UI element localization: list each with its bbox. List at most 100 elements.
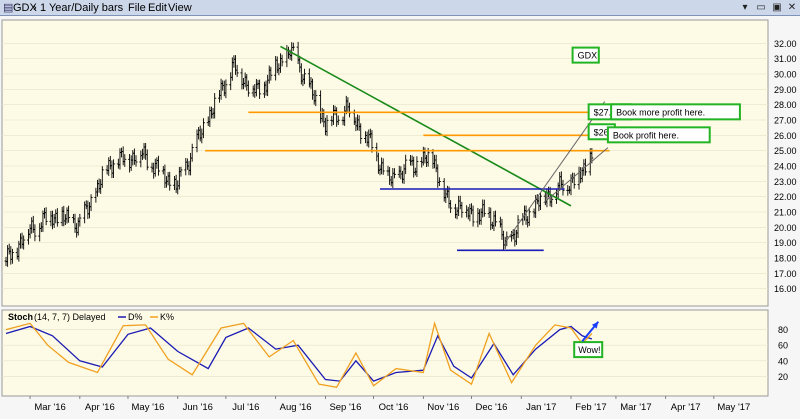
price-tick-label: 28.00 (774, 100, 797, 110)
annotation-0: GDX (571, 46, 600, 64)
price-bar (224, 79, 228, 99)
price-bar (550, 195, 554, 208)
menu-file[interactable]: File (128, 2, 146, 14)
annotation-box (610, 103, 741, 121)
price-panel (1, 19, 769, 307)
x-tick-label: May '16 (132, 402, 165, 413)
price-bar (168, 171, 172, 191)
price-bar (145, 149, 149, 171)
price-bar (100, 166, 104, 188)
annotation-text: Book more profit here. (616, 107, 705, 117)
price-bar (471, 205, 475, 227)
annotation-text: $27.50 (594, 107, 622, 117)
price-bars (4, 41, 594, 267)
x-tick-label: Aug '16 (280, 402, 312, 413)
x-tick-label: Dec '16 (476, 402, 508, 413)
price-bar (258, 79, 262, 99)
price-tick-label: 24.00 (774, 162, 797, 172)
stoch-legend-bg (3, 311, 175, 322)
price-bar (213, 93, 217, 119)
close-icon[interactable]: ✕ (787, 2, 797, 13)
price-bar (22, 235, 26, 250)
price-bar (527, 207, 531, 226)
trendline-downtrend (280, 45, 572, 207)
annotation-4: Book profit here. (606, 126, 711, 144)
x-tick-label: Apr '16 (85, 402, 115, 413)
price-bar (78, 213, 82, 227)
minimize-icon[interactable]: ▾ (742, 2, 748, 13)
stoch-annotation: Wow! (573, 341, 604, 359)
price-bar (437, 177, 441, 187)
x-tick-label: Feb '17 (575, 402, 606, 413)
price-y-axis: 16.00 17.00 18.00 19.00 20.00 21.00 22.00 23.00… (774, 39, 797, 294)
price-bar (10, 248, 14, 264)
price-bar (359, 123, 363, 144)
annotation-box (573, 341, 604, 359)
stoch-tick-label: 60 (778, 341, 788, 351)
x-tick-label: Oct '16 (379, 402, 409, 413)
price-tick-label: 26.00 (774, 131, 797, 141)
window-ticker[interactable]: GDX (13, 2, 37, 14)
x-tick-label: Nov '16 (427, 402, 459, 413)
stoch-legend: Stoch (14, 7, 7) Delayed D% K% (3, 311, 175, 322)
price-tick-label: 16.00 (774, 284, 797, 294)
price-tick-label: 17.00 (774, 269, 797, 279)
x-tick-label: Mar '16 (34, 402, 65, 413)
price-bar (55, 208, 59, 227)
price-tick-label: 22.00 (774, 192, 797, 202)
window-period[interactable]: 1 Year/Daily bars (40, 2, 124, 14)
price-tick-label: 31.00 (774, 54, 797, 64)
stoch-tick-label: 20 (778, 372, 788, 382)
annotation-box (571, 46, 600, 64)
restore-icon[interactable]: ▭ (756, 2, 766, 13)
price-bar (134, 155, 138, 167)
menu-edit[interactable]: Edit (148, 2, 167, 14)
price-bar (44, 207, 48, 226)
x-tick-label: Jun '16 (183, 402, 213, 413)
price-bar (201, 118, 205, 139)
price-tick-label: 30.00 (774, 70, 797, 80)
price-tick-label: 20.00 (774, 223, 797, 233)
price-bar (89, 194, 93, 211)
annotation-2: Book more profit here. (610, 103, 741, 121)
price-bar (381, 158, 385, 175)
trendlines (205, 45, 610, 252)
price-tick-label: 21.00 (774, 208, 797, 218)
stoch-gridlines (2, 329, 768, 377)
annotation-text: GDX (578, 51, 598, 61)
x-tick-label: Jul '16 (232, 402, 259, 413)
price-bar (246, 80, 250, 97)
annotation-box (606, 126, 711, 144)
legend-label: D% (128, 312, 143, 322)
price-bar (561, 179, 565, 196)
menu-view[interactable]: View (168, 2, 192, 14)
price-bar (280, 54, 284, 67)
price-tick-label: 29.00 (774, 85, 797, 95)
stoch-indicator-name: Stoch (8, 312, 33, 322)
x-tick-label: Apr '17 (671, 402, 701, 413)
arrow-head-icon (591, 321, 599, 329)
stoch-annotations: Wow! (573, 321, 604, 359)
stoch-tick-label: 40 (778, 356, 788, 366)
price-bar (482, 199, 486, 217)
price-tick-label: 18.00 (774, 254, 797, 264)
price-bar (370, 130, 374, 153)
stoch-lines (5, 321, 593, 389)
price-bar (123, 154, 127, 167)
ticker-icon[interactable]: ▤ (3, 2, 14, 14)
price-bar (179, 166, 183, 177)
price-bar (494, 210, 498, 227)
stoch-panel (1, 309, 769, 397)
price-bar (235, 64, 239, 77)
price-bar (392, 168, 396, 179)
x-tick-label: Mar '17 (620, 402, 651, 413)
price-bar (415, 156, 419, 178)
price-bar (314, 90, 318, 107)
x-tick-label: May '17 (717, 402, 750, 413)
price-bar (460, 201, 464, 218)
maximize-icon[interactable]: ▣ (772, 2, 782, 13)
legend-label: K% (160, 312, 174, 322)
price-bar (269, 66, 273, 81)
price-bar (303, 68, 307, 85)
